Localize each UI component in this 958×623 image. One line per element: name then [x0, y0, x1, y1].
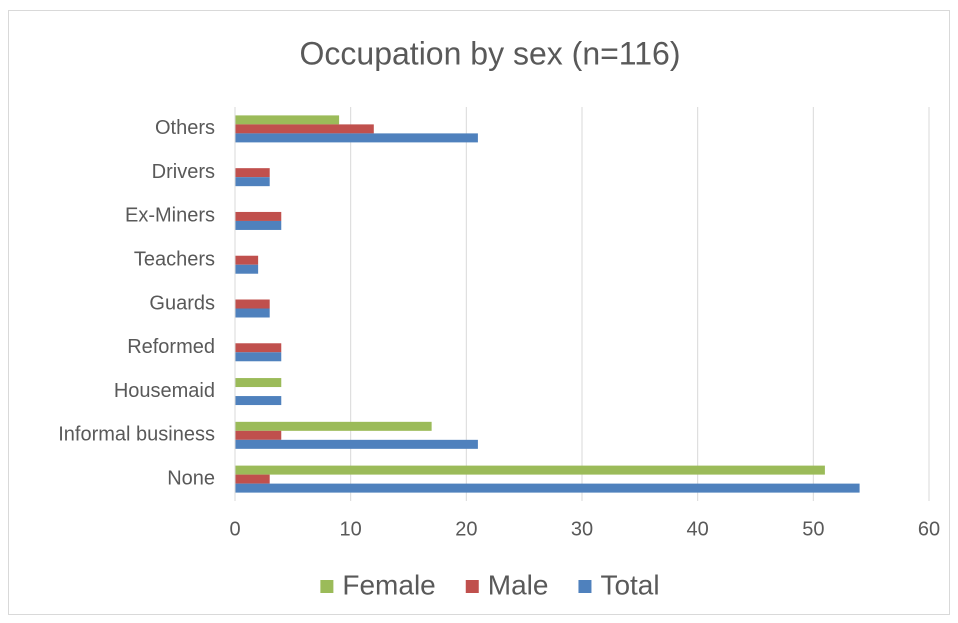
bar — [235, 255, 259, 265]
bar — [235, 396, 282, 406]
x-tick-label: 0 — [229, 518, 240, 540]
bar — [235, 211, 282, 221]
bar — [235, 430, 282, 440]
legend-label: Male — [488, 569, 549, 600]
bar — [235, 343, 282, 353]
x-tick-label: 60 — [918, 518, 940, 540]
y-tick-label: Drivers — [152, 161, 215, 183]
legend-swatch — [320, 580, 334, 593]
bar — [235, 465, 825, 475]
bar — [235, 220, 282, 230]
y-tick-label: Housemaid — [114, 380, 215, 402]
y-tick-label: Informal business — [58, 424, 215, 446]
bar — [235, 352, 282, 362]
x-tick-label: 50 — [802, 518, 824, 540]
bar — [235, 264, 259, 274]
bar — [235, 177, 270, 187]
legend-swatch — [465, 580, 479, 593]
x-tick-label: 30 — [571, 518, 593, 540]
bar — [235, 474, 270, 484]
y-tick-label: Ex-Miners — [125, 205, 215, 227]
legend-swatch — [578, 580, 592, 593]
bar — [235, 115, 340, 125]
chart-border — [8, 10, 950, 615]
bar — [235, 168, 270, 178]
bar — [235, 378, 282, 388]
y-tick-label: Others — [155, 117, 215, 139]
bar — [235, 299, 270, 309]
x-tick-label: 10 — [340, 518, 362, 540]
x-tick-label: 20 — [455, 518, 477, 540]
bar — [235, 308, 270, 318]
legend-label: Female — [342, 569, 435, 600]
bar — [235, 124, 374, 134]
x-tick-label: 40 — [687, 518, 709, 540]
legend-label: Total — [600, 569, 659, 600]
bar — [235, 483, 860, 493]
chart-title: Occupation by sex (n=116) — [300, 35, 681, 71]
y-tick-label: Guards — [149, 292, 215, 314]
bar — [235, 133, 478, 143]
y-tick-label: Reformed — [127, 336, 215, 358]
bar — [235, 421, 432, 431]
bar — [235, 439, 478, 449]
y-tick-label: Teachers — [134, 249, 215, 271]
y-tick-label: None — [167, 467, 215, 489]
